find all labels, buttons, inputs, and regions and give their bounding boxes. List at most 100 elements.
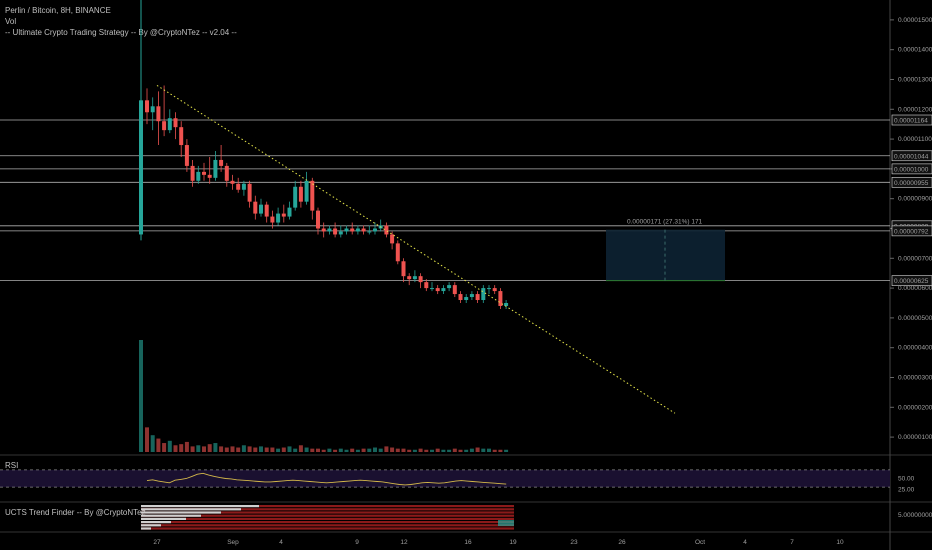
ucts-tick-label: 5.00000000 <box>898 512 932 519</box>
price-tick-label: 0.00000400 <box>898 345 932 352</box>
measure-label: 0.00000171 (27.31%) 171 <box>627 219 703 226</box>
rsi-tick-label: 50.00 <box>898 476 915 483</box>
volume-bar <box>184 441 189 452</box>
candle-body <box>310 180 315 211</box>
x-tick-label: 27 <box>153 539 161 546</box>
x-tick-label: 10 <box>836 539 844 546</box>
level-price-tag <box>891 114 932 126</box>
price-tick-label: 0.00000200 <box>898 404 932 411</box>
x-tick-label: 4 <box>279 539 283 546</box>
candle-body <box>230 180 235 184</box>
price-tick-label: 0.00001300 <box>898 76 932 83</box>
price-tick-label: 0.00000300 <box>898 374 932 381</box>
rsi-tick-label: 25.00 <box>898 486 915 493</box>
volume-bar <box>355 449 360 452</box>
x-tick-label: 7 <box>790 539 794 546</box>
level-price-label: 0.00001164 <box>894 118 928 125</box>
volume-bar <box>213 443 218 452</box>
rsi-line <box>146 472 507 486</box>
candle-body <box>430 288 434 290</box>
level-price-tag <box>891 163 932 175</box>
ucts-bar <box>141 505 514 508</box>
level-price-label: 0.00000625 <box>894 278 929 285</box>
ucts-bar <box>141 521 514 524</box>
candle-body <box>236 183 241 190</box>
candle-body <box>401 261 406 277</box>
candle-body <box>162 121 167 131</box>
candle-body <box>224 165 229 181</box>
volume-bar <box>156 438 161 452</box>
candle-body <box>196 171 201 181</box>
ucts-bar <box>141 505 259 508</box>
volume-bar <box>401 448 406 452</box>
volume-bar <box>264 447 269 452</box>
candle-body <box>264 204 269 217</box>
candle-body <box>145 100 149 113</box>
volume-bar <box>167 440 172 452</box>
volume-bar <box>338 448 343 452</box>
candle-body <box>504 302 509 306</box>
volume-bar <box>492 449 497 452</box>
candle-body <box>270 216 275 223</box>
candle-body <box>390 234 395 244</box>
candle-body <box>321 228 326 232</box>
volume-bar <box>270 447 275 452</box>
volume-bar <box>310 448 315 452</box>
strategy-indicator-label: -- Ultimate Crypto Trading Strategy -- B… <box>5 28 237 37</box>
volume-bar <box>202 446 206 452</box>
volume-bar <box>344 449 349 452</box>
volume-bar <box>253 447 258 452</box>
volume-bar <box>464 449 469 452</box>
price-tick-label: 0.00001200 <box>898 106 932 113</box>
volume-bar <box>190 446 195 452</box>
trendline[interactable] <box>156 85 676 414</box>
ucts-bar <box>141 508 514 511</box>
volume-bar <box>179 444 184 452</box>
volume-bar <box>293 448 298 452</box>
volume-bar <box>475 447 480 452</box>
candle-body <box>202 171 206 175</box>
candle-body <box>298 186 303 202</box>
candle-body <box>190 165 195 181</box>
x-tick-label: 16 <box>464 539 472 546</box>
volume-bar <box>481 448 486 452</box>
candle-body <box>281 213 286 217</box>
x-tick-label: Oct <box>695 539 705 546</box>
volume-bar <box>298 445 303 452</box>
candle-body <box>167 118 172 131</box>
volume-bar <box>304 447 309 452</box>
volume-bar <box>173 445 178 452</box>
ucts-pane-label: UCTS Trend Finder -- By @CryptoNTez <box>5 508 146 517</box>
candle-body <box>338 231 343 235</box>
volume-bar <box>207 444 212 452</box>
volume-bar <box>447 449 452 452</box>
level-price-tag <box>891 176 932 188</box>
candle-body <box>344 228 349 232</box>
candle-body <box>424 282 429 289</box>
volume-bar <box>247 446 252 452</box>
ucts-bar <box>141 514 201 517</box>
ucts-bar <box>141 524 161 527</box>
volume-bar <box>504 449 509 452</box>
volume-bar <box>327 448 332 452</box>
volume-indicator-label: Vol <box>5 17 17 26</box>
candle-body <box>333 228 338 235</box>
rsi-pane-label: RSI <box>5 461 19 470</box>
candle-body <box>173 118 178 128</box>
candle-body <box>139 100 143 235</box>
volume-bar <box>452 448 457 452</box>
x-tick-label: 9 <box>355 539 359 546</box>
candle-body <box>156 106 161 122</box>
x-tick-label: 19 <box>509 539 517 546</box>
volume-bar <box>390 447 395 452</box>
volume-bar <box>373 447 377 452</box>
ucts-bar <box>141 521 171 524</box>
volume-bar <box>487 448 491 452</box>
volume-bar <box>230 446 235 452</box>
level-price-tag <box>891 150 932 162</box>
candle-body <box>407 276 412 280</box>
candle-body <box>361 228 366 232</box>
volume-bar <box>236 447 241 452</box>
candle-body <box>350 228 355 232</box>
